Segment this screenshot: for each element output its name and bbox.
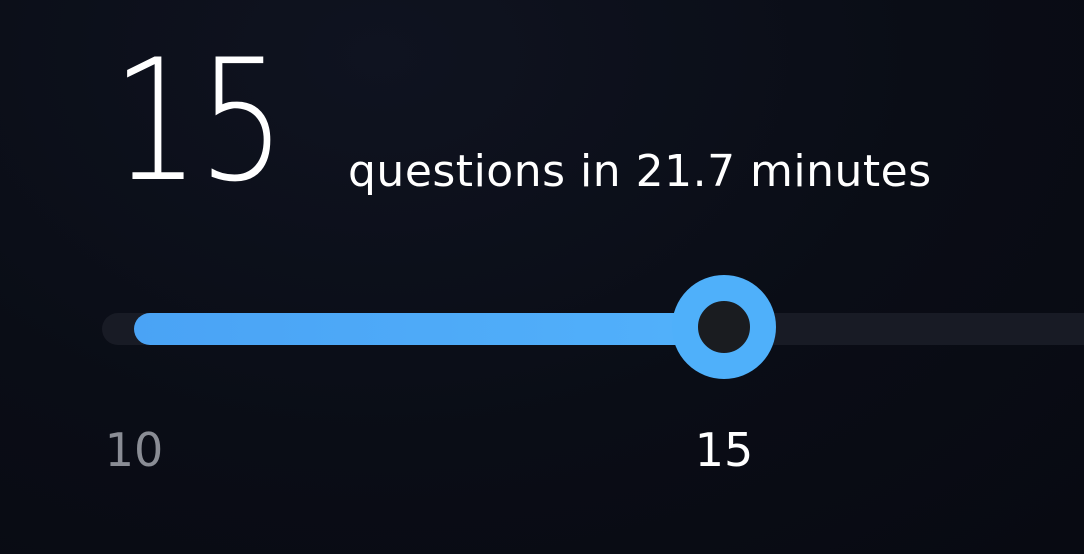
slider-fill bbox=[134, 313, 724, 345]
question-count: 15 bbox=[112, 23, 286, 219]
slider-min-label: 10 bbox=[104, 423, 164, 477]
slider-thumb[interactable] bbox=[672, 275, 776, 379]
question-summary: questions in 21.7 minutes bbox=[348, 146, 932, 197]
slider-value-label: 15 bbox=[694, 423, 754, 477]
